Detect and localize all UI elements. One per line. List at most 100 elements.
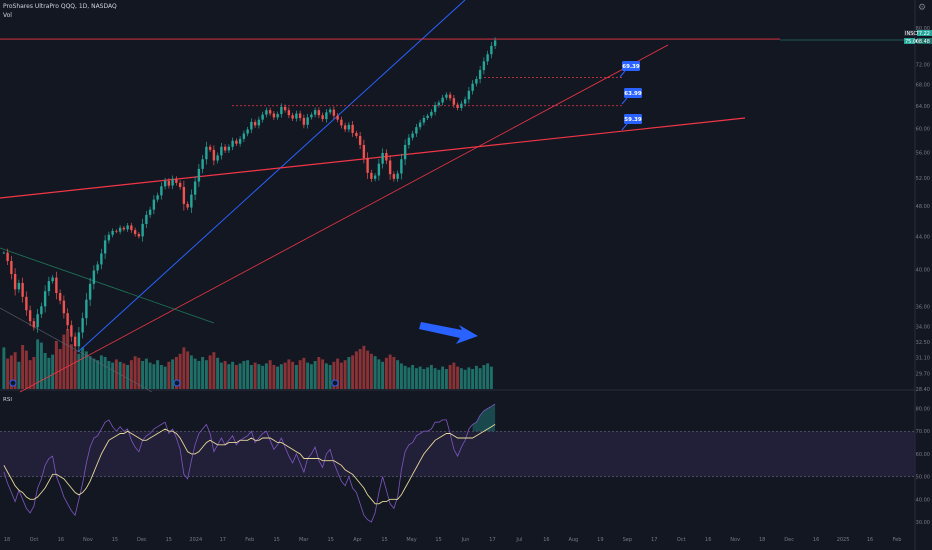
volume-bar [159, 365, 163, 389]
candle-body [148, 209, 152, 215]
volume-bar [276, 366, 280, 389]
candle-body [141, 223, 144, 237]
volume-bar [114, 359, 118, 389]
time-axis-tick: Feb [245, 537, 254, 543]
volume-bar [396, 360, 400, 389]
candle-body [280, 106, 283, 115]
volume-bar [366, 350, 370, 389]
candle-body [21, 282, 24, 297]
volume-bar [332, 361, 336, 389]
candle-body [343, 125, 347, 130]
volume-bar [54, 341, 58, 389]
volume-bar [17, 361, 21, 389]
volume-bar [294, 365, 298, 389]
candle-body [17, 282, 21, 290]
time-axis-tick: 15 [274, 537, 280, 543]
rsi-axis-tick: 40.00 [916, 497, 930, 503]
time-axis-tick: Jun [461, 537, 470, 543]
volume-bar [306, 362, 310, 389]
candle-body [178, 182, 182, 187]
volume-bar [381, 361, 385, 389]
candle-body [28, 310, 32, 322]
candle-body [272, 113, 276, 118]
volume-bar [21, 345, 25, 389]
candle-body [51, 277, 54, 282]
candle-body [36, 314, 39, 328]
volume-bar [456, 366, 460, 389]
volume-bar [459, 368, 463, 389]
candle-body [490, 45, 493, 55]
candle-body [418, 122, 422, 128]
volume-bar [234, 365, 238, 389]
volume-bar [24, 350, 28, 389]
candle-body [10, 261, 13, 275]
candle-body [456, 104, 459, 108]
candle-body [55, 277, 58, 294]
volume-bar [47, 357, 51, 389]
volume-bar [482, 365, 486, 389]
candle-body [145, 214, 148, 224]
volume-bar [174, 357, 178, 389]
volume-bar [133, 356, 137, 389]
volume-bar [437, 369, 441, 389]
candle-body [340, 119, 343, 126]
last-price-label: 77.22 [916, 31, 930, 37]
volume-bar [171, 359, 175, 389]
time-axis-tick: Aug [568, 537, 578, 543]
candle-body [362, 144, 366, 158]
callout-box [624, 114, 642, 124]
time-axis-tick: Nov [83, 537, 93, 543]
candle-body [268, 110, 272, 114]
rsi-axis-tick: 70.00 [916, 429, 930, 435]
time-axis-tick: 15 [435, 537, 441, 543]
volume-bar [242, 361, 246, 389]
candle-body [6, 252, 9, 262]
volume-bar [369, 353, 373, 389]
time-axis-tick: Mar [299, 537, 309, 543]
candle-body [310, 114, 313, 118]
candle-body [100, 253, 103, 265]
candle-body [355, 132, 358, 136]
volume-bar [246, 360, 250, 389]
candle-body [220, 146, 223, 156]
candle-body [392, 174, 396, 179]
volume-bar [489, 366, 493, 389]
candle-body [415, 127, 418, 134]
candle-body [43, 291, 47, 307]
candle-body [298, 113, 302, 118]
blue-arrow-annotation [419, 322, 478, 344]
countdown-label: 08.48 [916, 39, 930, 45]
rsi-axis-tick: 50.00 [916, 475, 930, 481]
price-axis-tick: 68.00 [916, 83, 930, 89]
volume-bar [81, 347, 85, 389]
time-axis-tick: 15 [112, 537, 118, 543]
volume-bar [32, 357, 36, 389]
candle-body [437, 102, 441, 106]
candle-body [253, 121, 257, 126]
time-axis-tick: 2025 [837, 537, 850, 543]
symbol-tag-box [904, 30, 915, 36]
rsi-overbought-fill [472, 404, 496, 432]
candle-body [235, 140, 238, 144]
event-marker [173, 379, 181, 387]
candle-body [62, 300, 66, 314]
time-axis-tick: 15 [327, 537, 333, 543]
volume-bar [212, 352, 216, 389]
candle-body [261, 114, 264, 120]
gear-icon[interactable]: ⚙ [918, 3, 927, 13]
candle-body [216, 155, 219, 161]
volume-bar [178, 353, 182, 389]
candle-body [287, 110, 291, 116]
candle-body [212, 149, 216, 161]
volume-bar [399, 363, 403, 389]
volume-bar [2, 347, 6, 389]
volume-bar [238, 363, 242, 389]
volume-bar [358, 349, 362, 389]
price-axis-tick: 60.00 [916, 126, 930, 132]
candle-body [92, 270, 96, 284]
volume-bar [426, 367, 430, 389]
candle-body [493, 40, 497, 46]
red-trendline [0, 117, 746, 199]
callout-box [624, 88, 642, 98]
